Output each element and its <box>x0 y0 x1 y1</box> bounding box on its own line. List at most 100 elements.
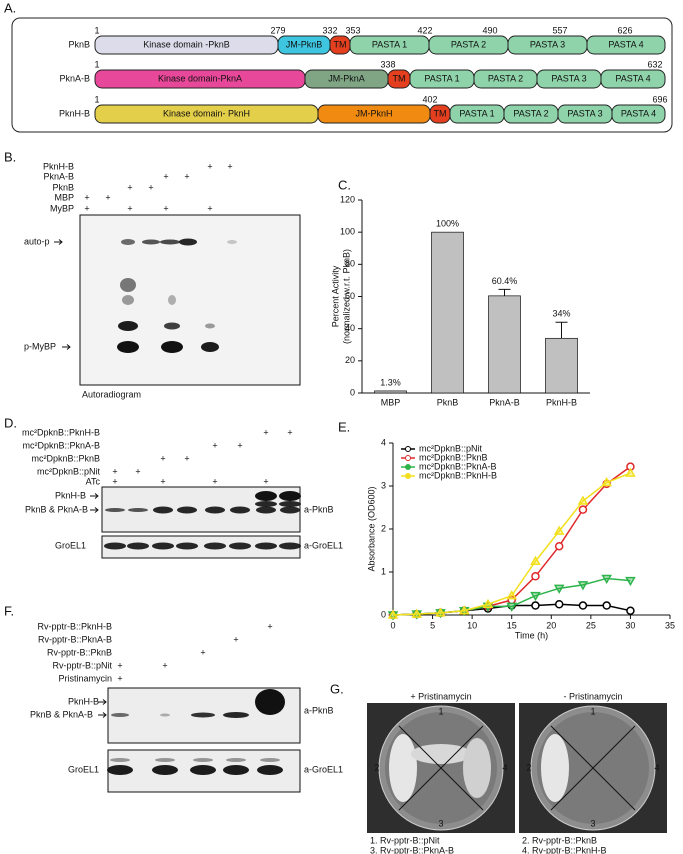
point <box>387 609 399 619</box>
domain-label: JM-PknA <box>328 73 365 83</box>
plus-sign: + <box>160 453 165 463</box>
point <box>506 590 518 600</box>
panel-label: D. <box>4 415 17 430</box>
point <box>625 467 636 477</box>
sector-number: 3 <box>438 818 443 828</box>
blot-caption: Autoradiogram <box>82 389 141 399</box>
y-tick-label: 20 <box>345 355 355 365</box>
y-axis-label: (normalized w.r.t. PknB) <box>341 249 351 344</box>
band <box>155 758 175 762</box>
residue-number: 338 <box>380 59 395 69</box>
bar <box>488 295 521 394</box>
band-label: GroEL1 <box>55 540 86 550</box>
x-tick-label: 15 <box>507 620 517 630</box>
band <box>122 295 134 305</box>
band <box>153 506 173 514</box>
plus-sign: + <box>112 466 117 476</box>
plus-sign: + <box>184 171 189 181</box>
value-label: 100% <box>436 219 459 229</box>
domain-label: PASTA 2 <box>513 108 548 118</box>
row-label: PknA-B <box>43 171 74 181</box>
band <box>223 765 249 775</box>
band <box>118 321 138 331</box>
residue-number: 557 <box>552 25 567 35</box>
band <box>176 542 198 550</box>
point <box>530 555 541 565</box>
y-tick-label: 0 <box>381 609 386 619</box>
domain-label: Kinase domain -PknB <box>143 39 230 49</box>
band <box>190 765 216 775</box>
band <box>230 506 250 514</box>
point <box>482 598 494 608</box>
domain <box>611 104 666 124</box>
row-label: MBP <box>54 192 74 202</box>
band <box>255 689 285 715</box>
point <box>577 495 589 505</box>
band <box>142 239 160 245</box>
antibody-label: a-GroEL1 <box>304 764 343 774</box>
legend-marker <box>405 464 411 470</box>
panel-label: B. <box>4 149 16 164</box>
sector-line <box>398 725 484 811</box>
plus-sign: + <box>163 171 168 181</box>
band <box>204 542 226 550</box>
row-label: MyBP <box>50 203 74 213</box>
plus-sign: + <box>233 634 238 644</box>
arrow <box>90 493 99 499</box>
plus-sign: + <box>135 466 140 476</box>
band <box>229 542 251 550</box>
point <box>531 601 540 610</box>
plus-sign: + <box>263 427 268 437</box>
band <box>110 758 130 762</box>
plus-sign: + <box>163 203 168 213</box>
construct-name: PknB <box>68 39 90 49</box>
plus-sign: + <box>207 161 212 171</box>
band <box>260 758 280 762</box>
band <box>177 506 197 514</box>
construct-name: PknA-B <box>59 73 90 83</box>
domain-label: PASTA 3 <box>530 39 565 49</box>
point <box>577 581 589 591</box>
point <box>530 591 541 602</box>
sector-line <box>550 725 636 811</box>
residue-number: 626 <box>617 25 632 35</box>
sector-number: 2 <box>526 762 531 772</box>
band <box>226 758 246 762</box>
plus-sign: + <box>207 203 212 213</box>
point <box>578 601 588 610</box>
plus-sign: + <box>127 203 132 213</box>
y-tick-label: 0 <box>350 387 355 397</box>
x-tick-label: 20 <box>546 620 556 630</box>
value-label: 1.3% <box>380 377 401 387</box>
residue-number: 490 <box>482 25 497 35</box>
legend-label: mc²DpknB::pNit <box>419 443 483 453</box>
plus-sign: + <box>160 476 165 486</box>
band <box>279 491 301 501</box>
strain-key: 3. Rv-pptr-B::PknA-B <box>370 845 454 854</box>
band <box>152 765 178 775</box>
point <box>554 541 564 551</box>
domain-label: PASTA 2 <box>488 73 523 83</box>
bar <box>431 231 464 394</box>
point <box>531 572 540 581</box>
band <box>256 506 276 514</box>
band <box>105 508 125 512</box>
band <box>255 491 277 501</box>
arrow <box>54 239 63 245</box>
residue-number: 1 <box>94 59 99 69</box>
row-label: mc²DpknB::PknB <box>31 453 100 463</box>
plus-sign: + <box>287 427 292 437</box>
x-tick-label: 35 <box>665 620 675 630</box>
residue-number: 696 <box>652 94 667 104</box>
band-label: PknB & PknA-B <box>30 709 93 719</box>
panel-label: E. <box>338 419 350 434</box>
growth <box>411 744 471 764</box>
plus-sign: + <box>148 182 153 192</box>
arrow <box>98 712 107 718</box>
plus-sign: + <box>184 453 189 463</box>
x-tick-label: 10 <box>467 620 477 630</box>
point <box>601 477 612 487</box>
domain-label: Kinase domain- PknH <box>163 108 250 118</box>
domain-label: PASTA 4 <box>608 39 643 49</box>
row-label: mc²DpknB::pNit <box>37 466 101 476</box>
